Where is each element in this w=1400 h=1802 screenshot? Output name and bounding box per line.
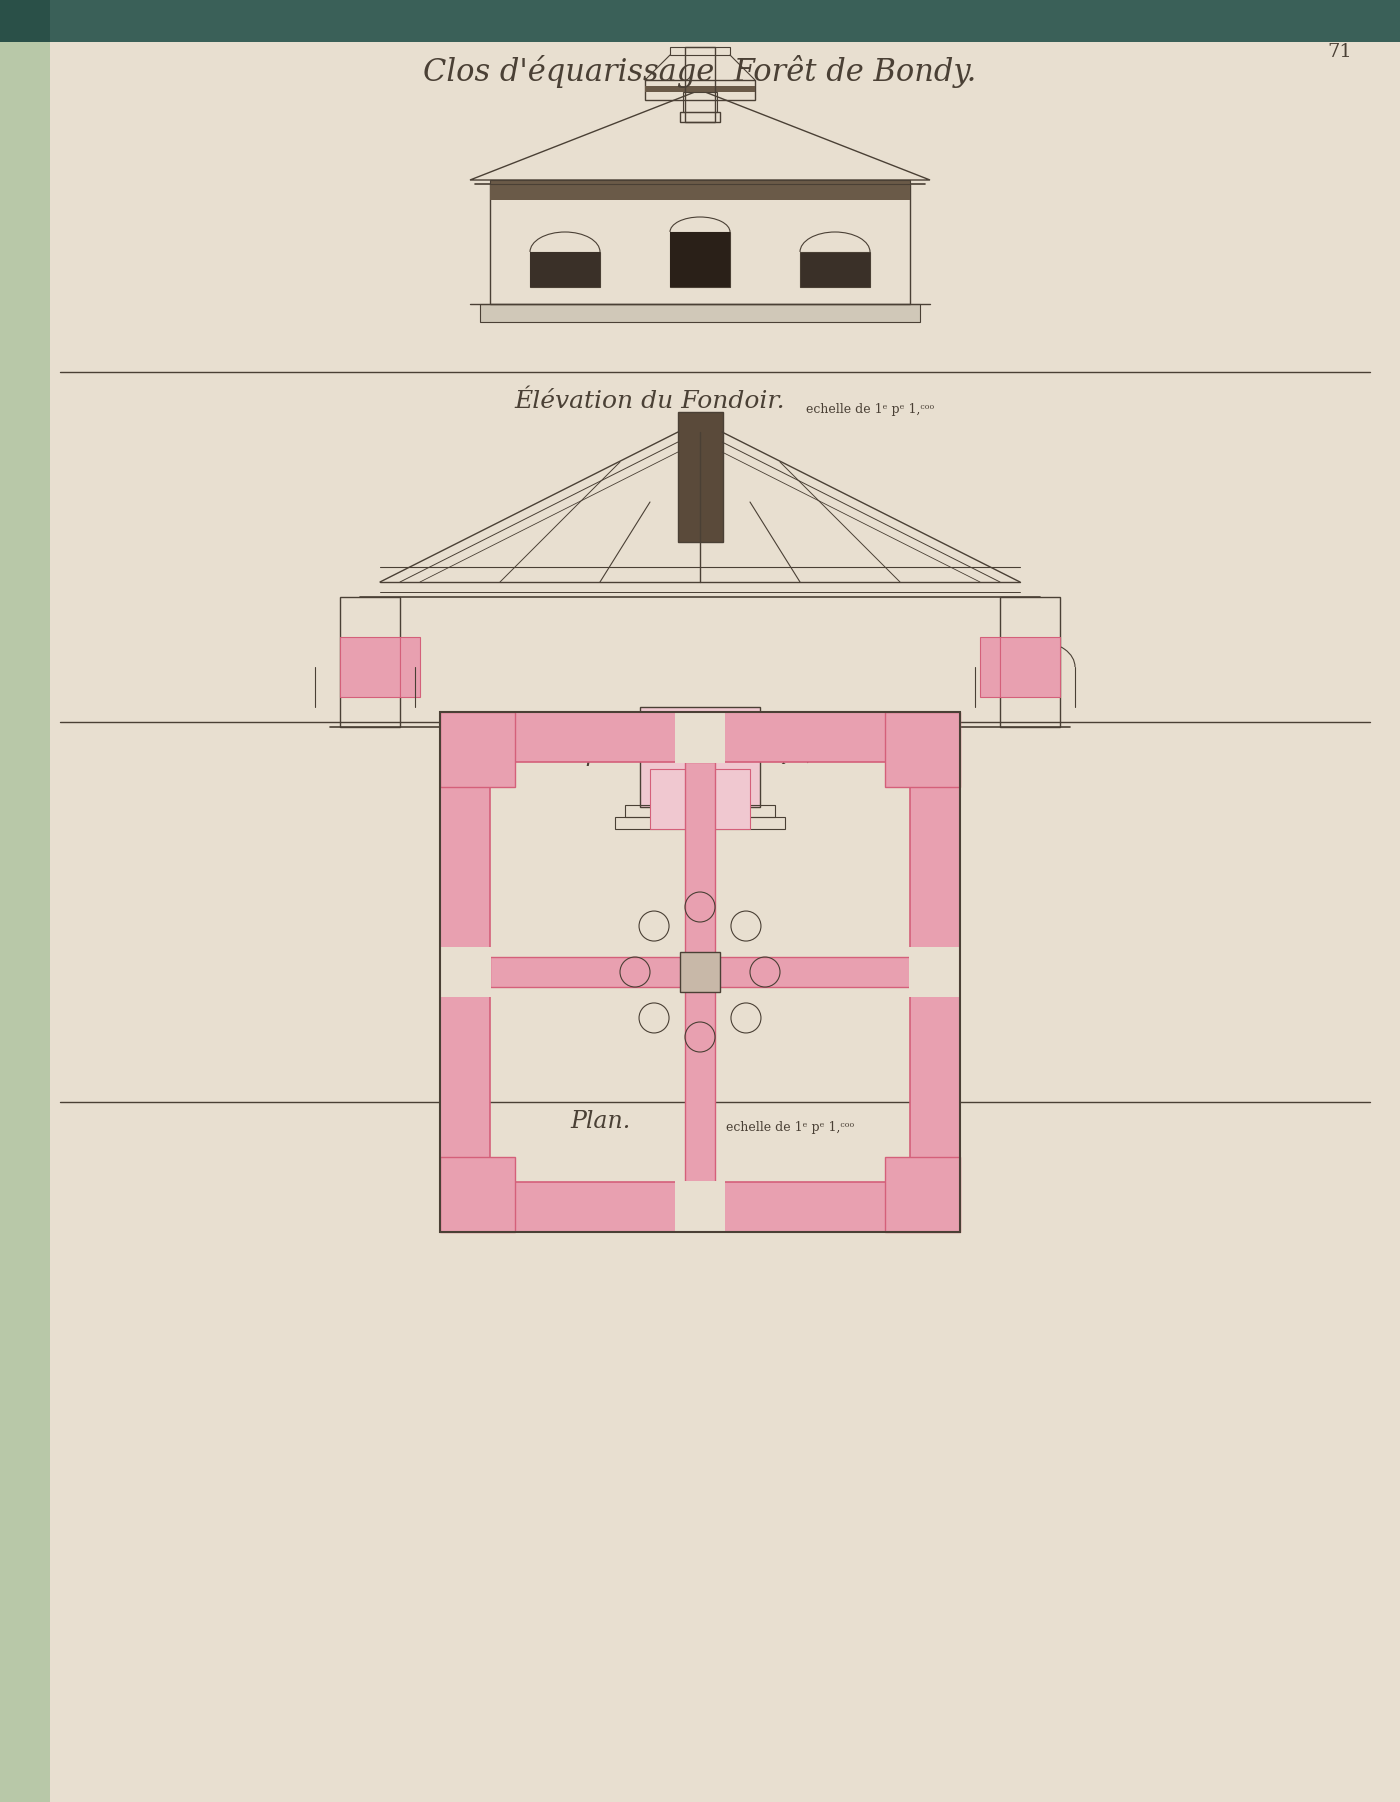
Text: echelle de 1ᵉ pᵉ 1,ᶜᵒᵒ: echelle de 1ᵉ pᵉ 1,ᶜᵒᵒ — [725, 1121, 854, 1133]
Bar — [671, 232, 729, 287]
Bar — [885, 1157, 960, 1233]
Bar — [440, 948, 491, 997]
Bar — [0, 0, 1400, 41]
Bar — [440, 712, 960, 1233]
Bar — [685, 47, 715, 123]
Bar — [440, 1182, 960, 1233]
Bar — [0, 0, 50, 1802]
Bar — [440, 712, 960, 762]
Bar — [624, 805, 776, 816]
Bar — [909, 948, 960, 997]
Bar — [640, 706, 760, 807]
Text: Pl. 7: Pl. 7 — [1284, 25, 1316, 40]
Bar — [650, 769, 750, 829]
Bar — [400, 636, 420, 697]
Bar — [645, 79, 755, 99]
Bar — [683, 92, 717, 112]
Bar — [1000, 596, 1060, 726]
Bar — [685, 762, 715, 1182]
Bar — [675, 712, 725, 762]
Bar — [340, 596, 400, 726]
Bar — [678, 413, 722, 542]
Bar — [440, 712, 515, 787]
Bar — [340, 636, 400, 697]
Bar — [671, 47, 729, 56]
Text: Coupé.: Coupé. — [538, 741, 622, 766]
Text: Élévation du Fondoir.: Élévation du Fondoir. — [515, 391, 785, 413]
Text: Clos d'équarissage  Forêt de Bondy.: Clos d'équarissage Forêt de Bondy. — [423, 56, 977, 88]
Bar — [531, 252, 601, 287]
Text: 71: 71 — [1327, 43, 1352, 61]
Bar — [490, 180, 910, 184]
Bar — [490, 957, 910, 987]
Bar — [50, 0, 1400, 41]
Bar — [799, 252, 869, 287]
Bar — [531, 252, 601, 287]
Bar — [440, 1157, 515, 1233]
Text: Plan.: Plan. — [570, 1110, 630, 1133]
Text: echelle de 3ᵉ pᵉ 1,ᶜᵒᵒ: echelle de 3ᵉ pᵉ 1,ᶜᵒᵒ — [696, 751, 825, 764]
Bar — [885, 712, 960, 787]
Bar — [440, 712, 490, 1233]
Bar — [480, 305, 920, 323]
Bar — [490, 184, 910, 305]
Bar — [675, 1180, 725, 1233]
Bar — [1000, 636, 1060, 697]
Bar — [680, 951, 720, 991]
Bar — [615, 816, 785, 829]
Bar — [645, 86, 755, 92]
Text: echelle de 1ᵉ pᵉ 1,ᶜᵒᵒ: echelle de 1ᵉ pᵉ 1,ᶜᵒᵒ — [806, 402, 934, 416]
Bar — [671, 232, 729, 287]
Bar — [910, 712, 960, 1233]
Bar — [680, 112, 720, 123]
Bar — [980, 636, 1000, 697]
Bar — [490, 184, 910, 200]
